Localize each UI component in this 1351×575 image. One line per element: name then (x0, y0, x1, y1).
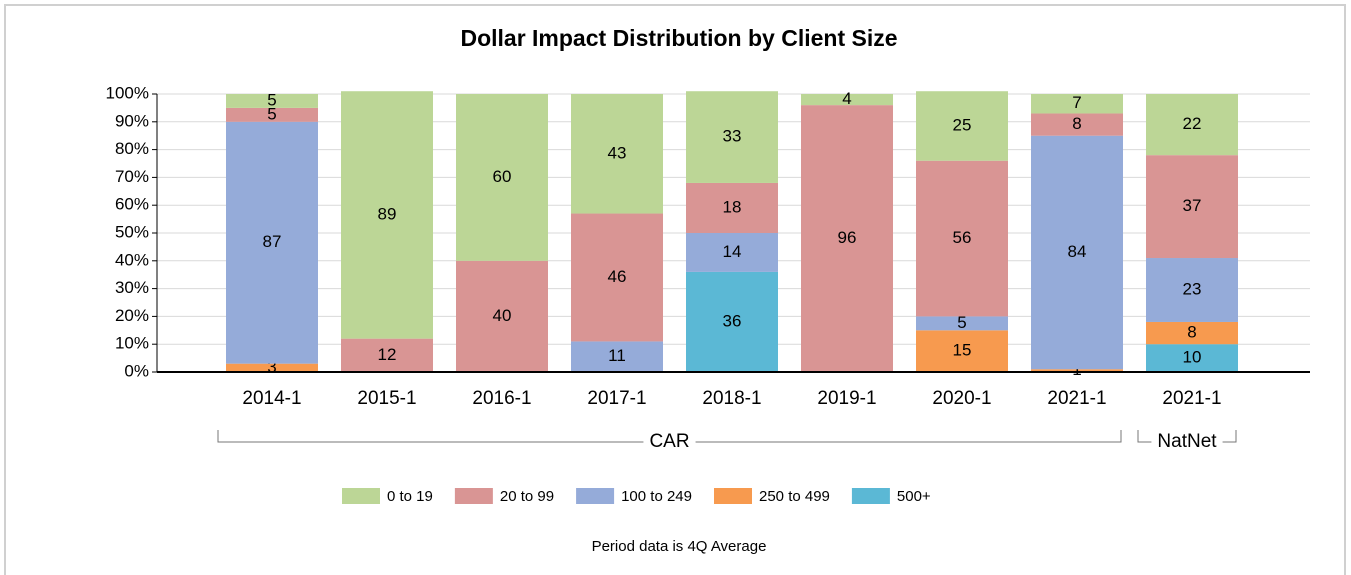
bar-segment (456, 94, 548, 261)
bar-segment (226, 121, 318, 364)
group-bracket (217, 430, 1122, 443)
bar-segment (226, 107, 318, 122)
value-label: 5 (267, 90, 276, 109)
value-label: 56 (953, 228, 972, 247)
legend-label: 0 to 19 (387, 488, 433, 505)
value-label: 23 (1183, 279, 1202, 298)
legend-swatch (714, 488, 752, 504)
x-tick-label: 2021-1 (1162, 388, 1221, 409)
value-label: 5 (267, 104, 276, 123)
value-label: 8 (1187, 323, 1196, 342)
value-label: 25 (953, 115, 972, 134)
bar-segment (1031, 135, 1123, 370)
bar-segment (226, 363, 318, 372)
bar-segment (1146, 321, 1238, 345)
value-label: 87 (263, 232, 282, 251)
value-label: 15 (953, 341, 972, 360)
value-label: 5 (957, 313, 966, 332)
value-label: 10 (1183, 348, 1202, 367)
bar-segment (341, 338, 433, 372)
value-label: 4 (842, 89, 851, 108)
x-tick-label: 2015-1 (357, 388, 416, 409)
legend-label: 500+ (897, 488, 931, 505)
y-tick-label: 70% (115, 167, 149, 186)
y-tick-label: 40% (115, 250, 149, 269)
bar-segment (1031, 94, 1123, 114)
value-label: 14 (723, 242, 742, 261)
x-tick-label: 2016-1 (472, 388, 531, 409)
value-label: 36 (723, 311, 742, 330)
x-tick-label: 2021-1 (1047, 388, 1106, 409)
bar-segment (1146, 155, 1238, 259)
value-label: 22 (1183, 114, 1202, 133)
y-tick-label: 30% (115, 278, 149, 297)
bar-segment (686, 271, 778, 372)
legend-label: 20 to 99 (500, 488, 554, 505)
y-tick-label: 20% (115, 306, 149, 325)
chart-title: Dollar Impact Distribution by Client Siz… (460, 25, 897, 51)
bar-segment (1146, 94, 1238, 156)
legend-swatch (342, 488, 380, 504)
legend-swatch (576, 488, 615, 504)
legend-label: 100 to 249 (621, 488, 692, 505)
bar-segment (571, 341, 663, 372)
value-label: 43 (608, 143, 627, 162)
bar-segment (916, 91, 1008, 161)
bar-segment (1031, 113, 1123, 136)
legend-swatch (851, 488, 890, 504)
x-tick-label: 2018-1 (702, 388, 761, 409)
bar-segment (916, 316, 1008, 331)
bar-segment (801, 94, 893, 106)
y-tick-label: 100% (106, 83, 149, 102)
x-tick-label: 2014-1 (242, 388, 301, 409)
value-label: 37 (1183, 196, 1202, 215)
bar-segment (1146, 258, 1238, 322)
bar-segment (456, 260, 548, 372)
bar-segment (341, 91, 433, 339)
x-tick-label: 2017-1 (587, 388, 646, 409)
legend-swatch (454, 488, 493, 504)
value-label: 12 (378, 345, 397, 364)
value-label: 89 (378, 204, 397, 223)
value-label: 3 (267, 357, 276, 376)
value-label: 1 (1072, 360, 1081, 379)
group-label: CAR (649, 431, 689, 452)
value-label: 8 (1072, 114, 1081, 133)
value-label: 40 (493, 306, 512, 325)
group-label: NatNet (1157, 431, 1217, 452)
chart-note: Period data is 4Q Average (592, 538, 767, 555)
y-tick-label: 50% (115, 222, 149, 241)
bar-segment (571, 213, 663, 342)
y-tick-label: 10% (115, 334, 149, 353)
bar-segment (1031, 369, 1123, 372)
value-label: 84 (1068, 242, 1087, 261)
bar-segment (686, 91, 778, 183)
y-tick-label: 0% (124, 361, 149, 380)
y-tick-label: 90% (115, 111, 149, 130)
bar-segment (571, 94, 663, 214)
value-label: 60 (493, 167, 512, 186)
value-label: 33 (723, 127, 742, 146)
bar-segment (916, 160, 1008, 317)
x-tick-label: 2019-1 (817, 388, 876, 409)
bar-segment (801, 105, 893, 373)
value-label: 18 (723, 197, 742, 216)
value-label: 11 (608, 346, 626, 365)
legend-label: 250 to 499 (759, 488, 830, 505)
value-label: 7 (1072, 93, 1081, 112)
bar-segment (686, 233, 778, 272)
bar-segment (916, 330, 1008, 372)
value-label: 46 (608, 267, 627, 286)
value-label: 96 (838, 228, 857, 247)
y-tick-label: 80% (115, 139, 149, 158)
bar-segment (1146, 344, 1238, 372)
bar-segment (686, 182, 778, 233)
x-tick-label: 2020-1 (932, 388, 991, 409)
group-bracket (1137, 430, 1237, 443)
y-tick-label: 60% (115, 195, 149, 214)
bar-segment (226, 94, 318, 108)
